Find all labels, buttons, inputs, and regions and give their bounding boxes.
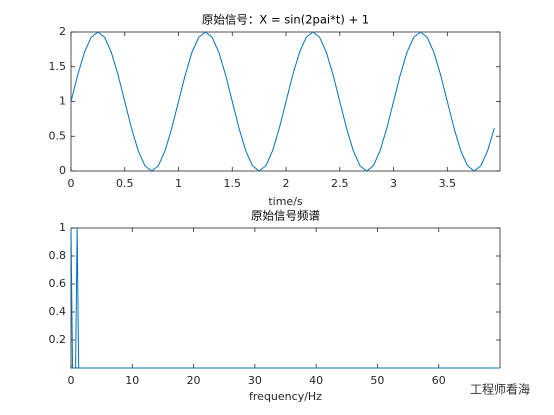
chart-title: 原始信号频谱: [251, 209, 320, 223]
y-tick-label: 1: [59, 95, 66, 108]
x-tick-label: 20: [187, 374, 201, 387]
y-tick-label: 0.6: [49, 277, 67, 290]
x-axis-label: time/s: [268, 195, 303, 208]
x-tick-label: 0.5: [116, 177, 134, 190]
x-tick-label: 0: [68, 177, 75, 190]
axes-box: [70, 31, 501, 172]
data-line: [70, 31, 495, 172]
x-tick-label: 10: [125, 374, 139, 387]
chart-title: 原始信号：X = sin(2pai*t) + 1: [202, 13, 369, 27]
y-tick-label: 2: [59, 25, 66, 38]
x-tick-label: 2.5: [331, 177, 349, 190]
x-tick-label: 60: [432, 374, 446, 387]
y-tick-label: 0.8: [49, 249, 67, 262]
x-tick-label: 40: [309, 374, 323, 387]
x-tick-label: 3.5: [439, 177, 457, 190]
y-tick-label: 1.5: [49, 60, 67, 73]
y-tick-label: 0.5: [49, 129, 67, 142]
x-tick-label: 0: [68, 374, 75, 387]
data-line: [70, 227, 500, 369]
x-tick-label: 1: [175, 177, 182, 190]
x-tick-label: 50: [370, 374, 384, 387]
y-tick-label: 0: [59, 164, 66, 177]
y-tick-label: 1: [59, 221, 66, 234]
x-tick-label: 30: [248, 374, 262, 387]
x-tick-label: 2: [283, 177, 290, 190]
y-tick-label: 0.4: [49, 305, 67, 318]
y-tick-label: 0.2: [49, 333, 67, 346]
x-tick-label: 1.5: [224, 177, 242, 190]
x-tick-label: 3: [390, 177, 397, 190]
x-axis-label: frequency/Hz: [249, 390, 322, 403]
watermark: 工程师看海: [470, 382, 530, 397]
axes-box: [70, 227, 501, 369]
